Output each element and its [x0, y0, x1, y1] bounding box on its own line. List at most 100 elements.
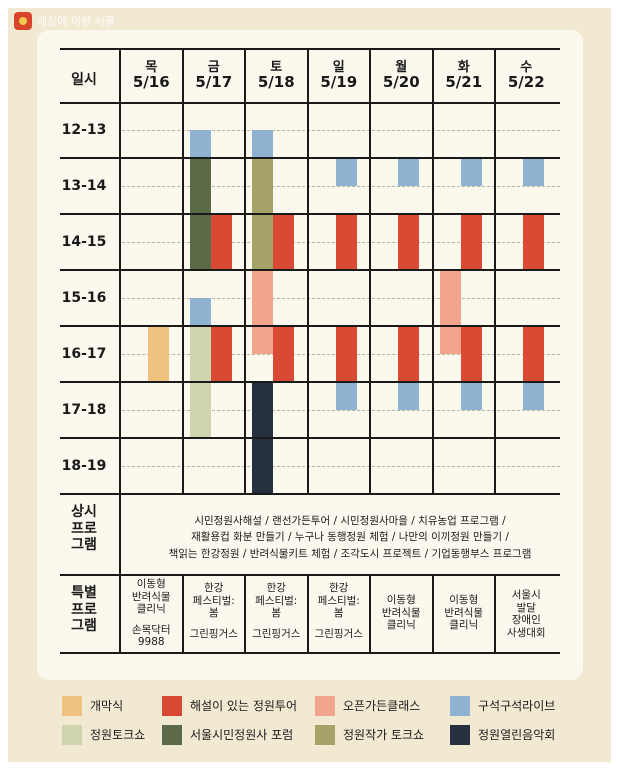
- event-bar-busking: [189, 130, 211, 158]
- special-program-line: 이동형: [386, 594, 416, 606]
- permanent-program-line: 시민정원사해설 / 랜선가든투어 / 시민정원사마을 / 치유농업 프로그램 /: [194, 515, 506, 527]
- day-column-divider: [494, 48, 496, 494]
- event-bar-tour: [460, 214, 482, 270]
- special-program-cell: 이동형 반려식물 클리닉: [371, 594, 432, 632]
- event-bar-tour: [523, 326, 544, 382]
- special-program-line: 클리닉: [136, 603, 166, 616]
- grid-rule: [60, 102, 560, 104]
- half-hour-guide: [122, 130, 560, 131]
- day-column-divider: [181, 48, 184, 494]
- permanent-label: 상시 프로 그램: [49, 504, 119, 554]
- special-program-line: 서울시: [511, 589, 541, 601]
- special-program-line: 페스티벌:: [255, 594, 298, 607]
- special-program-line: 페스티벌:: [192, 594, 235, 607]
- event-bar-busking: [460, 382, 482, 410]
- date-label: 5/17: [195, 73, 233, 91]
- day-column-divider: [244, 48, 246, 494]
- special-label: 특별 프로 그램: [49, 585, 119, 635]
- time-slot-label: 14-15: [61, 234, 107, 250]
- event-bar-open-garden: [252, 270, 273, 354]
- special-label-line: 프로: [71, 601, 97, 618]
- special-program-line: [184, 620, 245, 628]
- event-bar-open-garden: [439, 270, 461, 354]
- date-label: 5/18: [257, 73, 295, 91]
- special-column-divider: [431, 574, 434, 652]
- event-bar-tour: [398, 214, 419, 270]
- special-program-line: [309, 620, 370, 628]
- special-label-line: 특별: [71, 585, 97, 601]
- label-column-divider: [119, 48, 121, 652]
- event-bar-tour: [273, 214, 294, 270]
- special-program-line: 봄: [333, 607, 344, 620]
- special-program-line: 반려식물: [131, 590, 171, 603]
- day-column-divider: [431, 48, 434, 494]
- day-label: 일: [332, 60, 345, 75]
- legend-label: 정원토크쇼: [90, 728, 146, 742]
- legend-label: 정원작가 토크쇼: [343, 728, 425, 742]
- special-program-line: 발달: [516, 601, 536, 614]
- special-column-divider: [244, 574, 246, 652]
- special-program-line: 한강: [329, 582, 349, 594]
- event-bar-tour: [210, 214, 232, 270]
- legend-label: 구석구석라이브: [478, 699, 556, 713]
- event-bar-tour: [523, 214, 544, 270]
- legend-label: 개막식: [90, 699, 124, 713]
- legend-label: 해설이 있는 정원투어: [190, 699, 297, 713]
- legend-swatch-opening: [62, 696, 82, 716]
- special-program-line: 장애인: [511, 614, 541, 627]
- grid-rule: [60, 652, 560, 654]
- special-program-line: 반려식물: [444, 606, 484, 619]
- event-bar-busking: [398, 382, 419, 410]
- legend-label: 오픈가든클래스: [343, 699, 421, 713]
- special-column-divider: [181, 574, 184, 652]
- event-bar-busking: [335, 382, 357, 410]
- grid-rule: [60, 157, 560, 159]
- special-program-line: 클리닉: [449, 619, 479, 632]
- special-program-cell: 서울시 발달 장애인 사생대회: [496, 589, 557, 639]
- event-bar-busking: [460, 158, 482, 186]
- permanent-program-line: 책읽는 한강정원 / 반려식물키트 체험 / 조각도시 프로젝트 / 기업동행부…: [168, 547, 532, 560]
- event-bar-busking: [335, 158, 357, 186]
- seoul-logo-icon: [14, 12, 32, 30]
- event-bar-tour: [398, 326, 419, 382]
- time-slot-label: 15-16: [61, 290, 107, 306]
- event-bar-tour: [273, 326, 294, 382]
- special-program-line: [121, 616, 182, 624]
- date-label: 5/19: [320, 73, 358, 91]
- grid-rule: [60, 213, 560, 215]
- day-column-divider: [369, 48, 371, 494]
- seoul-logo: 세상에 이런 서울: [14, 12, 115, 30]
- special-program-line: 클리닉: [386, 619, 416, 632]
- special-program-line: [246, 620, 307, 628]
- special-program-line: 반려식물: [381, 606, 421, 619]
- event-bar-busking: [398, 158, 419, 186]
- special-program-line: 페스티벌:: [317, 594, 360, 607]
- date-label: 5/20: [382, 73, 420, 91]
- legend-swatch-concert: [450, 725, 470, 745]
- day-label: 금: [207, 60, 220, 75]
- legend-swatch-tour: [162, 696, 182, 716]
- day-column-divider: [306, 48, 309, 494]
- grid-rule: [60, 437, 560, 439]
- time-slot-label: 12-13: [61, 122, 107, 138]
- special-column-divider: [369, 574, 371, 652]
- special-program-line: 봄: [271, 607, 282, 620]
- grid-rule: [60, 493, 560, 495]
- time-slot-label: 17-18: [61, 402, 107, 418]
- permanent-programs: 시민정원사해설 / 랜선가든투어 / 시민정원사마을 / 치유농업 프로그램 /…: [120, 513, 580, 562]
- special-program-cell: 이동형 반려식물 클리닉: [434, 594, 495, 632]
- event-bar-tour: [335, 214, 357, 270]
- permanent-program-line: 재활용컵 화분 만들기 / 누구나 동행정원 체험 / 나만의 이끼정원 만들기…: [191, 531, 509, 544]
- special-program-cell: 한강 페스티벌: 봄 그린핑거스: [309, 582, 370, 640]
- special-column-divider: [494, 574, 496, 652]
- special-program-line: 손목닥터: [131, 623, 171, 636]
- day-label: 토: [270, 60, 283, 75]
- date-label: 5/16: [132, 73, 170, 91]
- special-program-line: 9988: [137, 636, 165, 649]
- event-bar-busking: [189, 298, 211, 326]
- special-program-line: 그린핑거스: [252, 627, 301, 640]
- permanent-label-line: 프로: [71, 520, 97, 537]
- half-hour-guide: [122, 298, 560, 299]
- special-program-line: 사생대회: [506, 626, 546, 639]
- special-program-line: 이동형: [136, 578, 166, 590]
